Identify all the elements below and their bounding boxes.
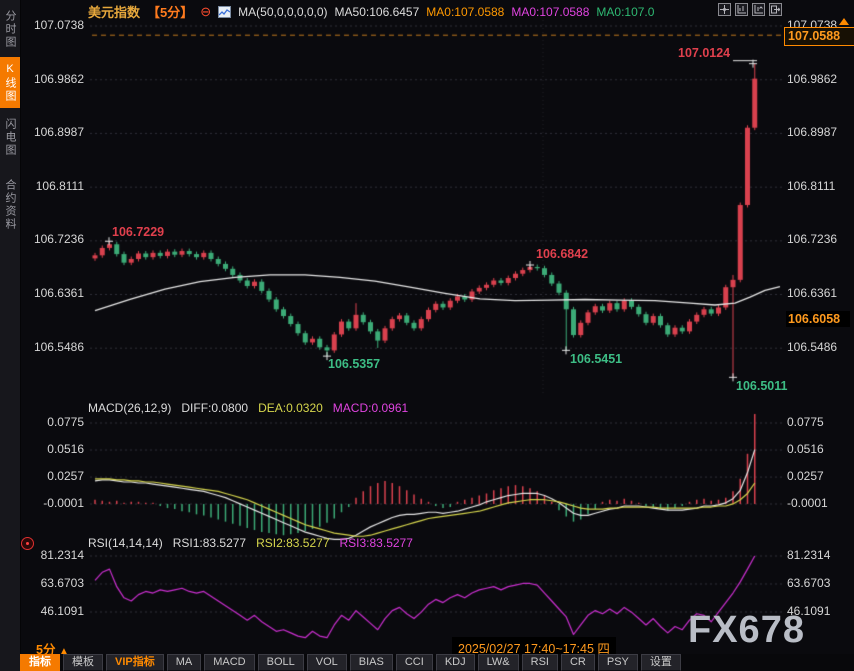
indicator-settings-icon[interactable] <box>21 537 34 550</box>
toolbar-btn-bias[interactable]: BIAS <box>349 654 393 671</box>
price-axis-label: 106.5486 <box>787 340 838 354</box>
toolbar-btn-vol[interactable]: VOL <box>306 654 347 671</box>
macd-axis-label: 0.0257 <box>787 469 824 483</box>
sidebar-tab-kline[interactable]: K线图 <box>0 57 20 108</box>
annotation-low-right: 106.5011 <box>736 379 788 393</box>
current-period-label[interactable]: 5分 ▲ <box>36 643 69 657</box>
annotation-low-left: 106.5357 <box>328 357 381 371</box>
macd-axis-label: 0.0257 <box>47 469 84 483</box>
rsi-axis-label: 46.1091 <box>40 604 84 618</box>
last-price-tag: 107.0588 <box>784 27 854 46</box>
annotation-low-mid: 106.5451 <box>570 352 623 366</box>
rsi-title: RSI(14,14,14) <box>88 536 163 550</box>
price-axis-label: 106.9862 <box>787 72 838 86</box>
macd-axis-label: 0.0516 <box>787 442 824 456</box>
macd-dea-value: DEA:0.0320 <box>258 401 323 415</box>
symbol-title: 美元指数 <box>88 5 141 20</box>
rsi1-value: RSI1:83.5277 <box>172 536 247 550</box>
toolbar-btn-settings[interactable]: 设置 <box>640 654 681 671</box>
watermark: FX678 <box>688 609 805 651</box>
price-axis-label: 106.7236 <box>33 232 84 246</box>
price-axis-label: 106.8111 <box>787 179 836 193</box>
ma50-value: MA50:106.6457 <box>334 4 420 19</box>
toolbar-btn-vip-indicator[interactable]: VIP指标 <box>106 654 164 671</box>
ma-settings-label: MA(50,0,0,0,0,0) <box>238 4 328 19</box>
price-axis-label: 106.8987 <box>33 125 84 139</box>
toolbar-btn-lwr[interactable]: LW& <box>477 654 519 671</box>
price-axis-label: 106.7236 <box>787 232 838 246</box>
ma0-value-orange: MA0:107.0588 <box>426 4 505 19</box>
annotation-high-right: 107.0124 <box>678 46 731 60</box>
annotation-mid-high: 106.6842 <box>536 247 589 261</box>
chart-header: 美元指数 【5分】 ⊖ MA(50,0,0,0,0,0) MA50:106.64… <box>88 2 654 21</box>
pan-icon[interactable] <box>718 3 731 16</box>
macd-axis-label: 0.0516 <box>47 442 84 456</box>
ma0-value-green: MA0:107.0 <box>596 4 655 19</box>
price-axis-label: 106.9862 <box>33 72 84 86</box>
collapse-icon[interactable]: ⊖ <box>200 3 212 19</box>
macd-axis-label: 0.0775 <box>47 415 84 429</box>
price-axis-label: 106.6361 <box>787 286 838 300</box>
rsi-axis-label: 46.1091 <box>787 604 831 618</box>
rsi-axis-label: 81.2314 <box>787 548 831 562</box>
toolbar-btn-psy[interactable]: PSY <box>597 654 638 671</box>
last-price-up-arrow-icon <box>839 18 849 25</box>
period-up-arrow-icon: ▲ <box>58 646 69 657</box>
sidebar-tab-timeline[interactable]: 分时图 <box>4 10 16 49</box>
indicator-toolbar: 指标 模板 VIP指标 MA MACD BOLL VOL BIAS CCI KD… <box>20 654 854 671</box>
chart-tool-icons <box>718 3 782 16</box>
ma0-value-magenta: MA0:107.0588 <box>511 4 590 19</box>
macd-value: MACD:0.0961 <box>332 401 409 415</box>
panel-expand-icon[interactable] <box>769 3 782 16</box>
rsi3-value: RSI3:83.5277 <box>339 536 413 550</box>
price-axis-label: 106.6361 <box>33 286 84 300</box>
price-axis-label: 107.0738 <box>33 18 84 32</box>
rsi-panel-header: RSI(14,14,14) RSI1:83.5277 RSI2:83.5277 … <box>88 536 413 550</box>
toolbar-btn-macd[interactable]: MACD <box>204 654 255 671</box>
rsi-axis-label: 63.6703 <box>40 576 84 590</box>
rsi-axis-label: 63.6703 <box>787 576 831 590</box>
annotation-high-left: 106.7229 <box>112 225 165 239</box>
price-axis-label: 106.8111 <box>35 179 84 193</box>
ref-price-tag: 106.6058 <box>786 311 850 327</box>
toolbar-btn-rsi[interactable]: RSI <box>521 654 558 671</box>
macd-axis-label: -0.0001 <box>787 496 828 510</box>
macd-title: MACD(26,12,9) <box>88 401 172 415</box>
mini-chart-icon[interactable] <box>218 5 232 18</box>
rsi2-value: RSI2:83.5277 <box>256 536 330 550</box>
macd-panel-header: MACD(26,12,9) DIFF:0.0800 DEA:0.0320 MAC… <box>88 401 408 415</box>
toolbar-btn-template[interactable]: 模板 <box>63 654 103 671</box>
axis-zoom-out-icon[interactable] <box>752 3 765 16</box>
period-badge: 【5分】 <box>147 5 194 20</box>
toolbar-btn-boll[interactable]: BOLL <box>257 654 304 671</box>
sidebar-tab-contract-info[interactable]: 合约资料 <box>4 178 16 231</box>
toolbar-btn-ma[interactable]: MA <box>166 654 202 671</box>
toolbar-btn-cr[interactable]: CR <box>560 654 595 671</box>
macd-axis-label: -0.0001 <box>43 496 84 510</box>
toolbar-btn-kdj[interactable]: KDJ <box>435 654 475 671</box>
rsi-axis-label: 81.2314 <box>40 548 84 562</box>
crosshair-date-readout: 2025/02/27 17:40~17:45 四 <box>452 637 616 658</box>
price-axis-label: 106.5486 <box>33 340 84 354</box>
macd-diff-value: DIFF:0.0800 <box>181 401 249 415</box>
sidebar-tab-flash[interactable]: 闪电图 <box>4 118 16 157</box>
macd-axis-label: 0.0775 <box>787 415 824 429</box>
toolbar-btn-cci[interactable]: CCI <box>395 654 433 671</box>
sidebar: 分时图 K线图 闪电图 合约资料 <box>0 0 21 671</box>
axis-zoom-in-icon[interactable] <box>735 3 748 16</box>
price-axis-label: 106.8987 <box>787 125 838 139</box>
toolbar-btn-indicator[interactable]: 指标 <box>20 654 60 671</box>
